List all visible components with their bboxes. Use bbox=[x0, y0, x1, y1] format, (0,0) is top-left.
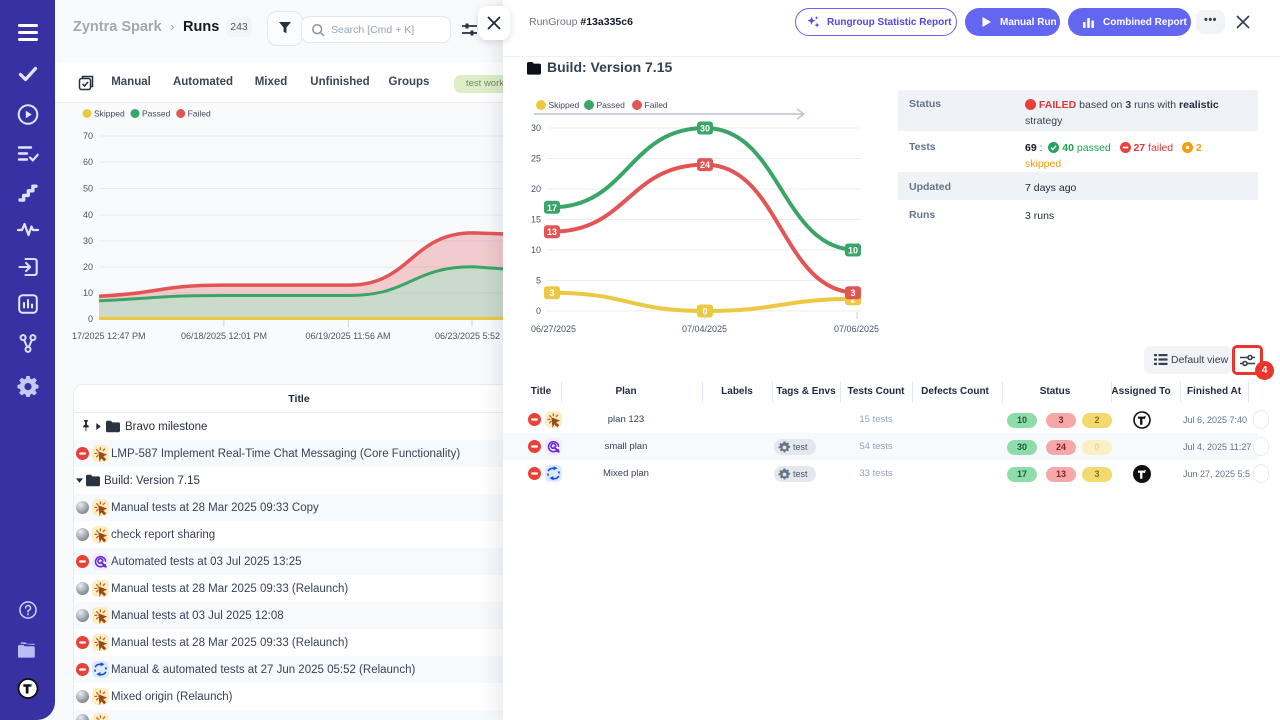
svg-text:Failed: Failed bbox=[188, 109, 211, 119]
svg-text:3: 3 bbox=[850, 288, 855, 298]
svg-text:07/04/2025: 07/04/2025 bbox=[682, 324, 727, 334]
svg-text:50: 50 bbox=[83, 184, 93, 194]
svg-text:Skipped: Skipped bbox=[549, 100, 580, 110]
svg-text:40: 40 bbox=[83, 210, 93, 220]
svg-text:0: 0 bbox=[536, 306, 541, 316]
svg-text:Failed: Failed bbox=[645, 100, 668, 110]
svg-text:15: 15 bbox=[531, 215, 541, 225]
svg-text:70: 70 bbox=[83, 131, 93, 141]
svg-text:Passed: Passed bbox=[142, 109, 171, 119]
svg-text:07/06/2025: 07/06/2025 bbox=[834, 324, 879, 334]
svg-text:24: 24 bbox=[700, 160, 710, 170]
svg-text:30: 30 bbox=[83, 236, 93, 246]
svg-text:2: 2 bbox=[850, 294, 855, 304]
svg-text:Passed: Passed bbox=[597, 100, 626, 110]
svg-text:10: 10 bbox=[531, 245, 541, 255]
svg-text:06/27/2025: 06/27/2025 bbox=[531, 324, 576, 334]
svg-text:10: 10 bbox=[848, 246, 858, 256]
svg-text:20: 20 bbox=[531, 184, 541, 194]
svg-text:3: 3 bbox=[549, 288, 554, 298]
svg-text:30: 30 bbox=[700, 124, 710, 134]
svg-text:60: 60 bbox=[83, 157, 93, 167]
svg-text:13: 13 bbox=[547, 227, 557, 237]
svg-text:10: 10 bbox=[83, 288, 93, 298]
svg-text:5: 5 bbox=[536, 276, 541, 286]
svg-text:0: 0 bbox=[702, 307, 707, 317]
svg-text:17: 17 bbox=[547, 203, 557, 213]
svg-text:0: 0 bbox=[88, 314, 93, 324]
svg-text:Skipped: Skipped bbox=[94, 109, 125, 119]
svg-text:20: 20 bbox=[83, 262, 93, 272]
svg-text:25: 25 bbox=[531, 154, 541, 164]
svg-text:30: 30 bbox=[531, 123, 541, 133]
